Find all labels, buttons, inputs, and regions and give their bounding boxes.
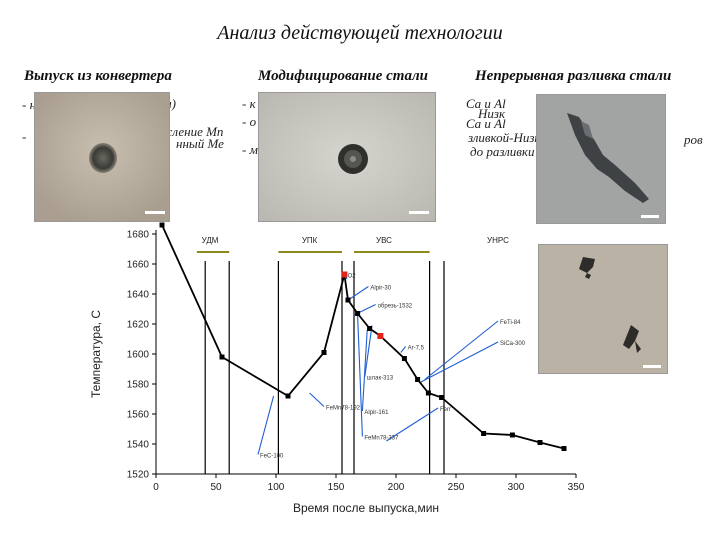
bullet-casting-5: ров: [684, 132, 703, 147]
micrograph-2-image: [259, 93, 435, 221]
bullet-modification-1: - к: [242, 96, 256, 111]
annotation-label: шлак-313: [367, 376, 394, 382]
annotation-arrow: [400, 346, 407, 353]
y-tick-label: 1620: [127, 320, 150, 331]
stage-label: УВС: [376, 236, 392, 245]
column-heading-casting: Непрерывная разливка стали: [475, 68, 672, 84]
y-tick-label: 1680: [127, 230, 150, 241]
annotation-label: Alpir-30: [370, 286, 391, 292]
annotation-label: FeMn78-192: [326, 406, 361, 412]
bullet-casting-2: Низк: [478, 106, 506, 121]
stage-label: УНРС: [487, 236, 509, 245]
x-axis-label: Время после выпуска,мин: [293, 501, 439, 515]
annotation-arrow: [361, 329, 368, 412]
x-tick-label: 150: [328, 482, 345, 493]
annotation-label: Ferr: [440, 407, 451, 413]
y-axis-label: Температура, С: [89, 310, 103, 398]
micrograph-3-image: [537, 95, 665, 223]
x-tick-label: 0: [153, 482, 159, 493]
data-point: [415, 377, 421, 382]
micrograph-elongated-inclusion: [536, 94, 666, 224]
bullet-converter-2: л): [166, 96, 176, 111]
annotation-arrow: [309, 392, 325, 407]
annotation-label: SiCa-300: [500, 341, 526, 347]
stage-label: УДМ: [202, 236, 219, 245]
x-tick-label: 50: [210, 482, 222, 493]
y-tick-label: 1540: [127, 440, 150, 451]
annotation-arrow: [386, 407, 439, 442]
micrograph-4-image: [539, 245, 667, 373]
x-tick-label: 200: [388, 482, 405, 493]
x-tick-label: 300: [508, 482, 525, 493]
micrograph-round-inclusion-1: [34, 92, 170, 222]
micrograph-1-image: [35, 93, 169, 221]
temperature-series-line: [161, 224, 565, 450]
bullet-converter-3: -: [22, 129, 27, 144]
y-tick-label: 1640: [127, 290, 150, 301]
bullet-modification-2: - о: [242, 114, 257, 129]
annotation-arrow: [350, 286, 369, 299]
page-title: Анализ действующей технологии: [217, 22, 503, 44]
bullet-casting-3: Ca и Al: [466, 116, 506, 131]
column-heading-converter: Выпуск из конвертера: [24, 68, 172, 84]
data-point: [401, 356, 407, 361]
x-tick-label: 350: [568, 482, 585, 493]
column-heading-modification: Модифицирование стали: [258, 68, 429, 84]
bullet-casting-4: зливкой-Низк: [468, 130, 541, 145]
y-tick-label: 1560: [127, 410, 150, 421]
bullet-casting-6: до разливки: [470, 144, 535, 159]
bullet-converter-1: - н: [22, 97, 37, 112]
data-point: [509, 432, 515, 438]
stage-label: УПК: [302, 236, 318, 245]
data-point: [285, 393, 291, 399]
y-tick-label: 1580: [127, 380, 150, 391]
annotation-arrow: [419, 341, 499, 383]
data-point: [439, 395, 445, 400]
micrograph-sulfide-inclusions: [538, 244, 668, 374]
data-point: [561, 446, 567, 451]
annotation-label: Ar-7,5: [408, 346, 425, 352]
highlight-point: [377, 333, 384, 339]
data-point: [425, 390, 431, 396]
annotation-arrow: [424, 320, 499, 380]
y-tick-label: 1520: [127, 470, 150, 481]
annotation-label: FeC-100: [260, 454, 284, 460]
bullet-modification-3: - м: [242, 142, 258, 157]
micrograph-round-inclusion-2: [258, 92, 436, 222]
data-point: [537, 440, 543, 445]
annotation-arrow: [364, 325, 373, 377]
data-point: [481, 431, 487, 436]
highlight-point: [341, 271, 348, 278]
data-point: [367, 326, 373, 331]
bullet-converter-4: кисление Mn: [154, 124, 224, 139]
bullet-casting-1: Ca и Al: [466, 96, 506, 111]
data-point: [345, 297, 351, 303]
y-tick-label: 1660: [127, 260, 150, 271]
annotation-label: O2: [348, 274, 357, 280]
data-point: [321, 350, 327, 355]
x-tick-label: 250: [448, 482, 465, 493]
data-point: [159, 222, 165, 228]
annotation-label: Alpir-161: [364, 410, 389, 416]
annotation-label: FeTi-84: [500, 320, 521, 326]
annotation-label: FeMn78-337: [364, 436, 399, 442]
data-point: [219, 354, 225, 360]
x-tick-label: 100: [268, 482, 285, 493]
y-tick-label: 1600: [127, 350, 150, 361]
data-point: [355, 311, 361, 316]
annotation-arrow: [357, 314, 363, 437]
annotation-label: обрезь-1532: [378, 304, 413, 310]
annotation-arrow: [257, 395, 275, 455]
bullet-converter-5: нный Ме: [176, 136, 224, 151]
